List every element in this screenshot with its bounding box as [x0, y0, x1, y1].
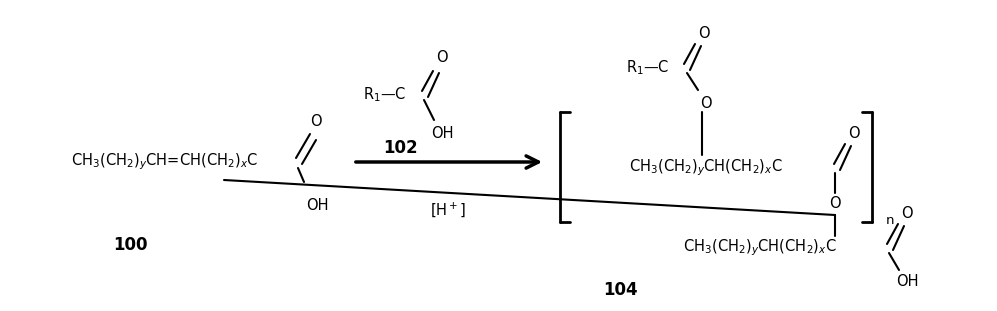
- Text: O: O: [830, 197, 840, 211]
- Text: O: O: [310, 114, 322, 129]
- Text: CH$_3$(CH$_2$)$_y$CH(CH$_2$)$_x$C: CH$_3$(CH$_2$)$_y$CH(CH$_2$)$_x$C: [629, 158, 783, 178]
- Text: O: O: [698, 26, 710, 40]
- Text: O: O: [848, 126, 859, 141]
- Text: 100: 100: [113, 236, 148, 254]
- Text: OH: OH: [431, 126, 454, 141]
- Text: O: O: [437, 49, 448, 64]
- Text: CH$_3$(CH$_2$)$_y$CH(CH$_2$)$_x$C: CH$_3$(CH$_2$)$_y$CH(CH$_2$)$_x$C: [683, 238, 836, 258]
- Text: [H$^+$]: [H$^+$]: [430, 201, 466, 219]
- Text: 102: 102: [383, 139, 418, 157]
- Text: O: O: [901, 206, 913, 220]
- Text: 104: 104: [603, 281, 637, 299]
- Text: CH$_3$(CH$_2$)$_y$CH=CH(CH$_2$)$_x$C: CH$_3$(CH$_2$)$_y$CH=CH(CH$_2$)$_x$C: [72, 152, 258, 172]
- Text: R$_1$—C: R$_1$—C: [626, 59, 670, 77]
- Text: n: n: [886, 213, 894, 226]
- Text: OH: OH: [895, 275, 918, 290]
- Text: R$_1$—C: R$_1$—C: [363, 86, 407, 104]
- Text: OH: OH: [306, 198, 328, 213]
- Text: O: O: [700, 96, 712, 112]
